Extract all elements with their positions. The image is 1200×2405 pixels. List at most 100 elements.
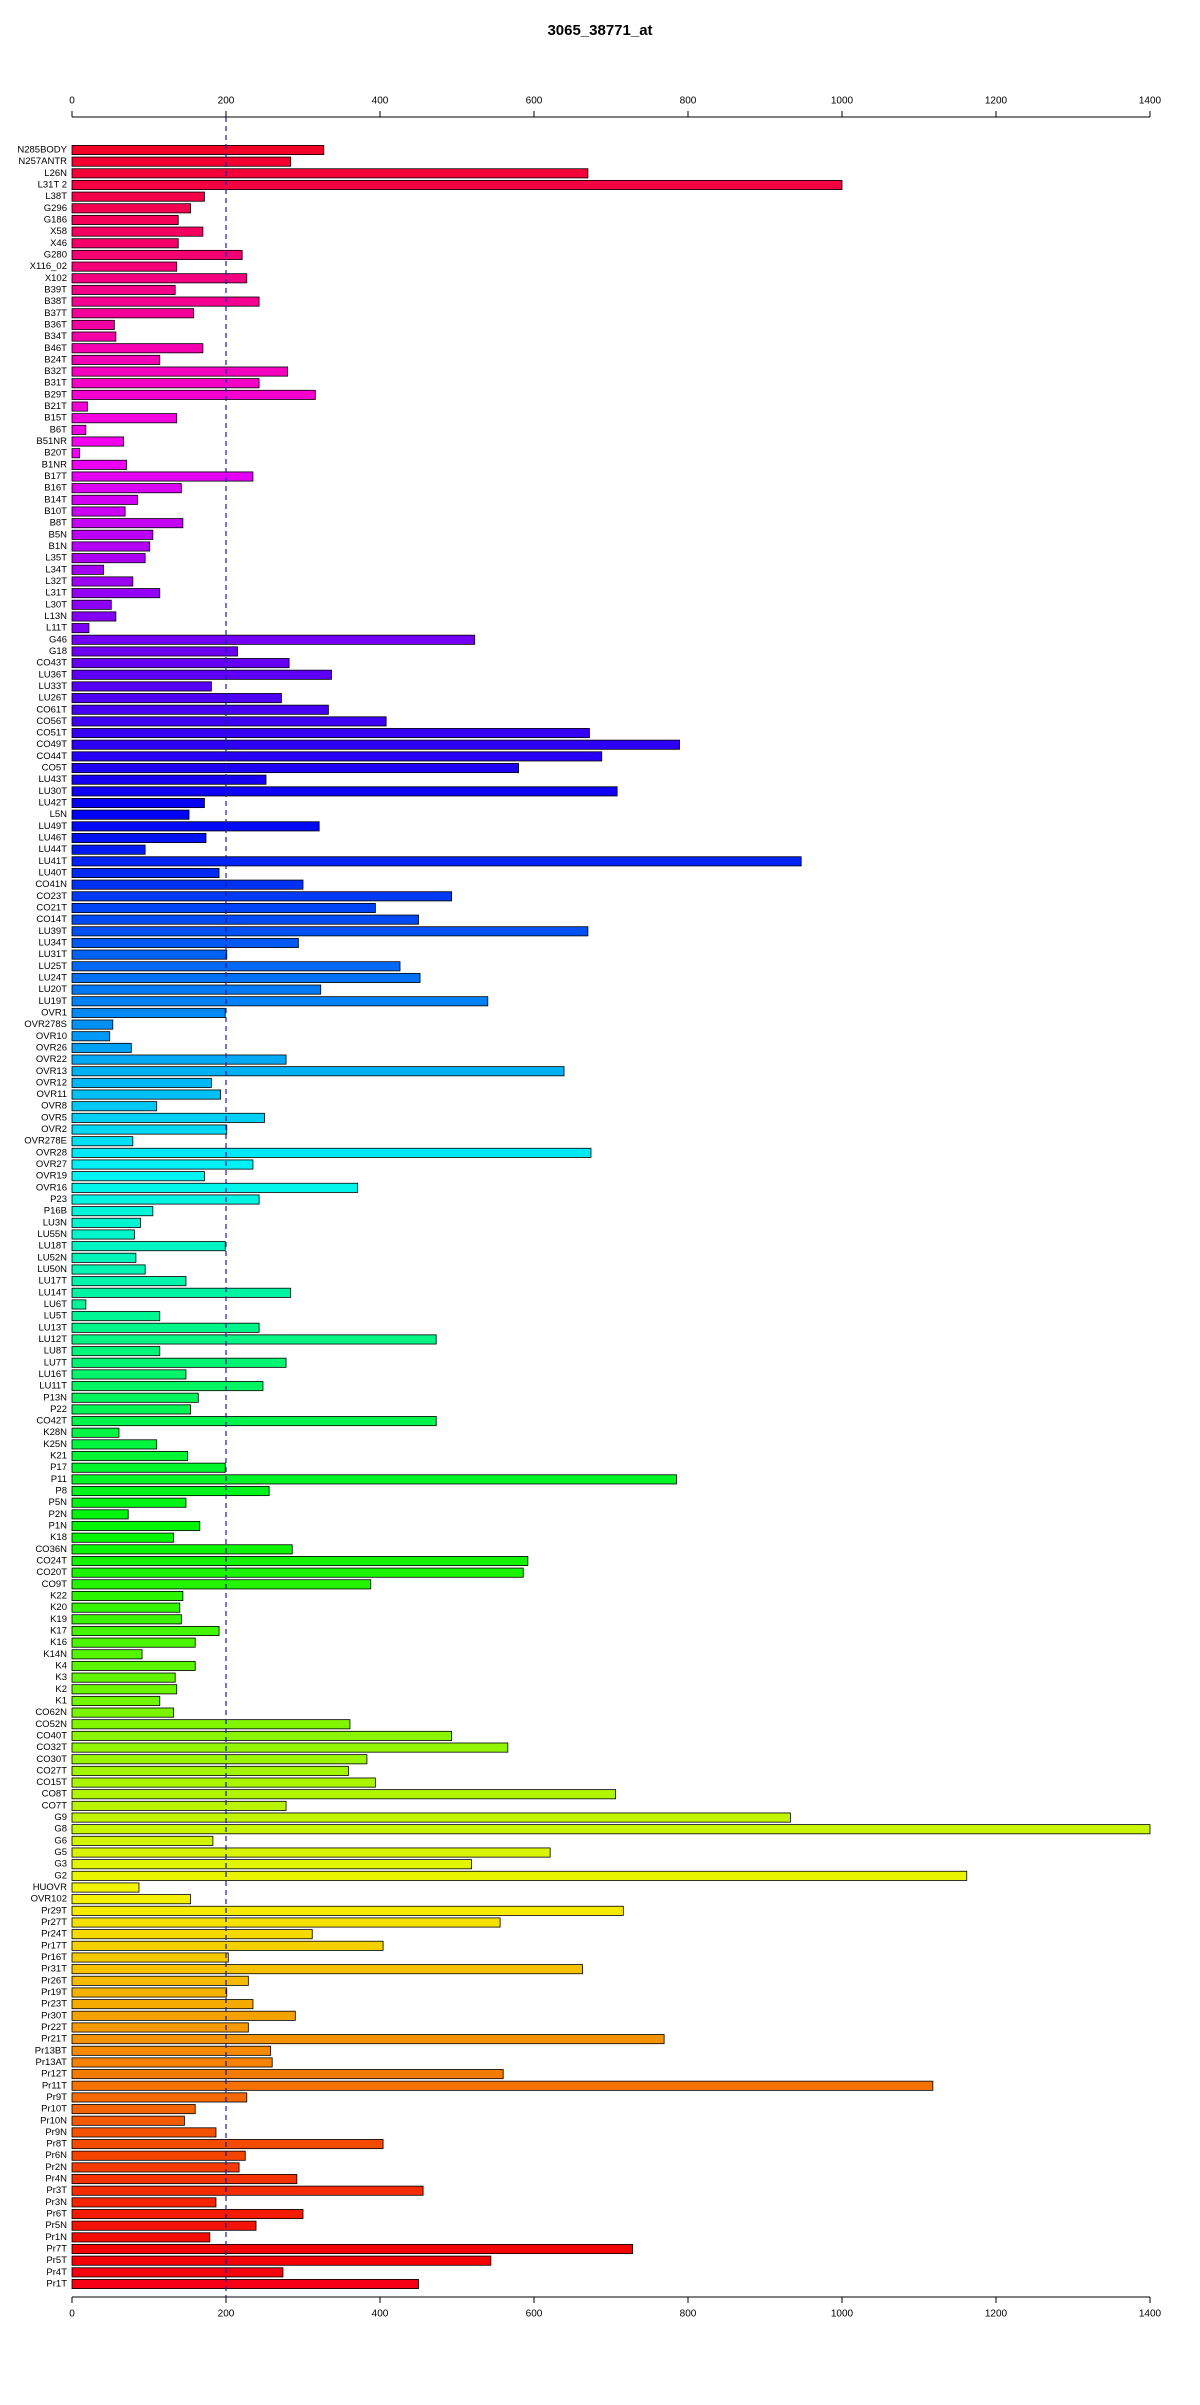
y-tick-label: B46T <box>44 343 67 354</box>
bar <box>71 483 182 494</box>
y-tick-label: B16T <box>44 483 67 494</box>
bar <box>71 1556 529 1567</box>
y-tick-label: LU7T <box>44 1357 67 1368</box>
y-tick-label: Pr27T <box>41 1917 67 1928</box>
y-tick-label: L35T <box>45 553 67 564</box>
y-tick-label: CO41N <box>35 879 67 890</box>
bar <box>71 972 421 983</box>
y-tick-label: Pr1N <box>45 2232 67 2243</box>
bar <box>71 424 87 435</box>
y-tick-label: CO40T <box>36 1730 67 1741</box>
bar <box>71 1311 161 1322</box>
y-tick-label: LU41T <box>38 856 67 867</box>
y-tick-label: Pr12T <box>41 2069 67 2080</box>
y-tick-label: LU42T <box>38 798 67 809</box>
bar <box>71 1649 143 1660</box>
bar <box>71 1462 226 1473</box>
bar <box>71 786 618 797</box>
y-tick-label: K21 <box>50 1451 67 1462</box>
y-tick-label: Pr1T <box>46 2279 67 2290</box>
y-tick-label: LU40T <box>38 868 67 879</box>
x-tick-label: 400 <box>372 2309 389 2320</box>
y-tick-label: CO43T <box>36 658 67 669</box>
y-tick-label: N257ANTR <box>18 156 67 167</box>
bar <box>71 1625 220 1636</box>
bar <box>71 1882 140 1893</box>
y-tick-label: LU11T <box>39 1381 67 1392</box>
y-tick-label: OVR12 <box>36 1077 67 1088</box>
y-tick-label: Pr2N <box>45 2162 67 2173</box>
x-tick-label: 600 <box>526 96 543 107</box>
x-tick-label: 800 <box>680 96 697 107</box>
bar <box>71 506 126 517</box>
y-tick-label: CO15T <box>36 1777 67 1788</box>
bar <box>71 1497 187 1508</box>
bar <box>71 914 419 925</box>
y-tick-label: CO8T <box>42 1789 68 1800</box>
bar <box>71 2080 934 2091</box>
y-tick-label: CO23T <box>36 891 67 902</box>
y-tick-label: Pr13BT <box>35 2045 67 2056</box>
bar <box>71 1066 565 1077</box>
y-tick-label: P22 <box>50 1404 67 1415</box>
x-tick-label: 0 <box>69 2309 75 2320</box>
y-tick-label: LU24T <box>38 972 67 983</box>
bar <box>71 844 146 855</box>
y-tick-label: CO21T <box>36 902 67 913</box>
y-tick-label: Pr11T <box>42 2080 67 2091</box>
bar <box>71 2045 272 2056</box>
bar <box>71 1124 228 1135</box>
bar <box>71 1486 270 1497</box>
y-tick-label: B10T <box>44 506 67 517</box>
y-tick-label: B21T <box>44 401 67 412</box>
y-tick-label: OVR278S <box>24 1019 67 1030</box>
bar <box>71 541 151 552</box>
y-tick-label: OVR19 <box>36 1171 67 1182</box>
y-tick-label: G296 <box>44 203 67 214</box>
y-tick-label: K18 <box>50 1532 67 1543</box>
bar <box>71 1334 437 1345</box>
y-tick-label: Pr4T <box>46 2267 67 2278</box>
bar <box>71 1264 146 1275</box>
y-tick-label: Pr8T <box>46 2139 67 2150</box>
bar <box>71 1917 501 1928</box>
y-tick-label: G186 <box>44 214 67 225</box>
bar <box>71 937 299 948</box>
bar <box>71 1299 87 1310</box>
y-tick-label: CO42T <box>36 1416 67 1427</box>
y-tick-label: K25N <box>43 1439 67 1450</box>
y-tick-label: CO32T <box>36 1742 67 1753</box>
y-tick-label: Pr21T <box>41 2034 67 2045</box>
y-tick-label: Pr6T <box>46 2209 67 2220</box>
y-tick-label: LU44T <box>38 844 67 855</box>
y-tick-label: X58 <box>50 226 67 237</box>
bar <box>71 1054 287 1065</box>
bar <box>71 203 191 214</box>
bar <box>71 1381 264 1392</box>
bar <box>71 1521 201 1532</box>
bar <box>71 588 161 599</box>
bar <box>71 459 128 470</box>
bar <box>71 296 260 307</box>
x-tick-label: 0 <box>69 96 75 107</box>
y-tick-label: K2 <box>55 1684 67 1695</box>
bar <box>71 436 124 447</box>
y-tick-label: OVR278E <box>24 1136 67 1147</box>
bar <box>71 1089 222 1100</box>
y-tick-label: G9 <box>54 1812 67 1823</box>
y-tick-label: Pr3T <box>46 2185 67 2196</box>
bar <box>71 798 205 809</box>
bar <box>71 1567 524 1578</box>
y-tick-label: B15T <box>44 413 67 424</box>
y-tick-label: CO62N <box>35 1707 67 1718</box>
y-tick-label: LU52N <box>37 1252 67 1263</box>
y-tick-label: Pr16T <box>41 1952 67 1963</box>
bar <box>71 354 161 365</box>
bar <box>71 1859 473 1870</box>
y-tick-label: K22 <box>50 1591 67 1602</box>
bar <box>71 2174 298 2185</box>
y-tick-label: K14N <box>43 1649 67 1660</box>
bar <box>71 1416 437 1427</box>
bar <box>71 1952 229 1963</box>
bar <box>71 1194 260 1205</box>
